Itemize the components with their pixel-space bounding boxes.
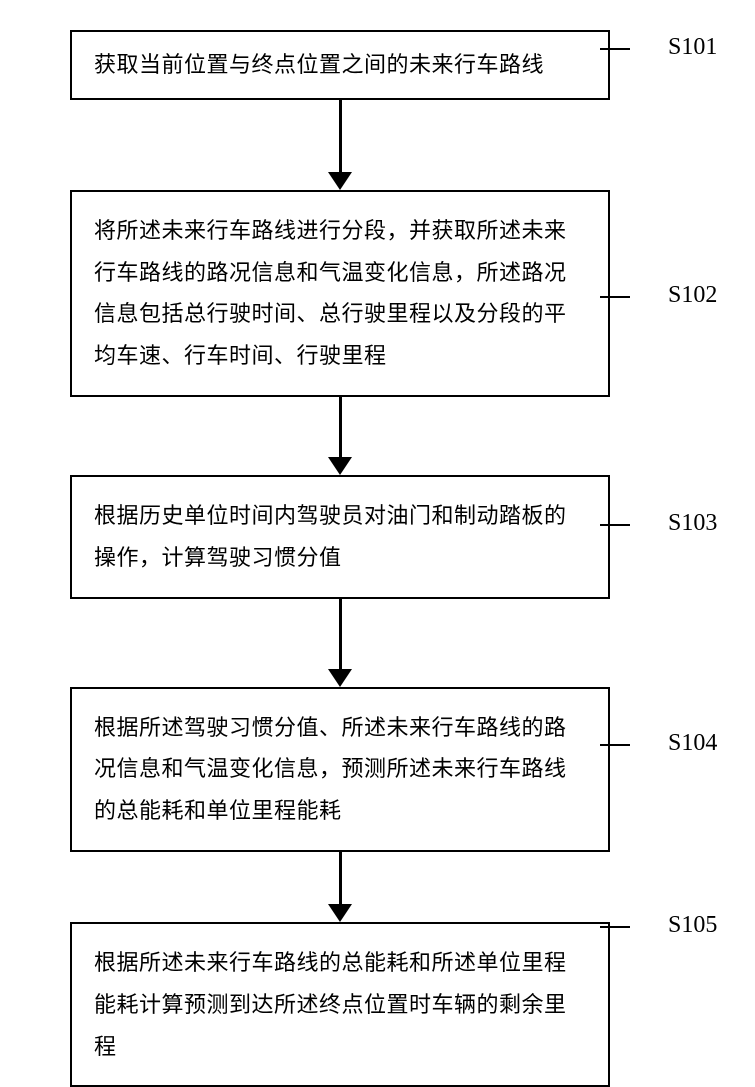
arrow-head-icon (328, 904, 352, 922)
flowchart-node-s101: 获取当前位置与终点位置之间的未来行车路线 (70, 30, 610, 100)
arrow-shaft (339, 599, 342, 669)
arrow-s103 (328, 599, 352, 687)
node-text: 获取当前位置与终点位置之间的未来行车路线 (94, 44, 586, 86)
flowchart-container: 获取当前位置与终点位置之间的未来行车路线将所述未来行车路线进行分段，并获取所述未… (60, 30, 620, 1087)
arrow-s104 (328, 852, 352, 922)
node-text: 根据历史单位时间内驾驶员对油门和制动踏板的操作，计算驾驶习惯分值 (94, 495, 586, 579)
arrow-head-icon (328, 172, 352, 190)
connector-line-s104 (600, 744, 630, 746)
step-label-s102: S102 (668, 282, 717, 309)
connector-line-s103 (600, 524, 630, 526)
arrow-s101 (328, 100, 352, 190)
step-label-s103: S103 (668, 510, 717, 537)
arrow-shaft (339, 397, 342, 457)
arrow-s102 (328, 397, 352, 475)
flowchart-node-s102: 将所述未来行车路线进行分段，并获取所述未来行车路线的路况信息和气温变化信息，所述… (70, 190, 610, 397)
flowchart-node-s104: 根据所述驾驶习惯分值、所述未来行车路线的路况信息和气温变化信息，预测所述未来行车… (70, 687, 610, 852)
node-text: 根据所述未来行车路线的总能耗和所述单位里程能耗计算预测到达所述终点位置时车辆的剩… (94, 942, 586, 1067)
connector-line-s101 (600, 48, 630, 50)
connector-line-s102 (600, 296, 630, 298)
flowchart-node-s103: 根据历史单位时间内驾驶员对油门和制动踏板的操作，计算驾驶习惯分值 (70, 475, 610, 599)
node-text: 根据所述驾驶习惯分值、所述未来行车路线的路况信息和气温变化信息，预测所述未来行车… (94, 707, 586, 832)
flowchart-node-s105: 根据所述未来行车路线的总能耗和所述单位里程能耗计算预测到达所述终点位置时车辆的剩… (70, 922, 610, 1087)
arrow-shaft (339, 852, 342, 904)
arrow-head-icon (328, 457, 352, 475)
connector-line-s105 (600, 926, 630, 928)
arrow-shaft (339, 100, 342, 172)
node-text: 将所述未来行车路线进行分段，并获取所述未来行车路线的路况信息和气温变化信息，所述… (94, 210, 586, 377)
step-label-s104: S104 (668, 730, 717, 757)
step-label-s101: S101 (668, 34, 717, 61)
step-label-s105: S105 (668, 912, 717, 939)
arrow-head-icon (328, 669, 352, 687)
